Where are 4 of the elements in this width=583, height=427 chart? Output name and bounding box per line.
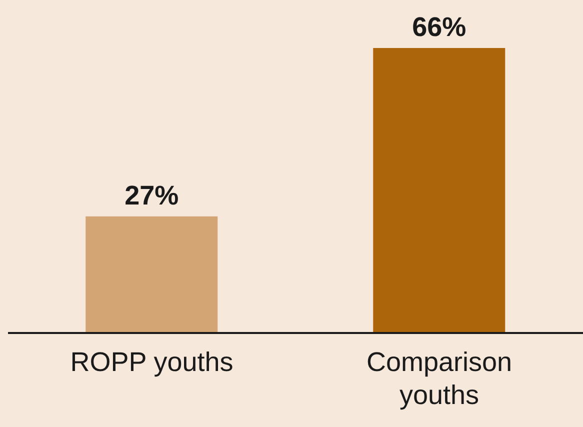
x-tick-label: Comparison youths (366, 347, 512, 410)
data-label: 27% (124, 180, 179, 210)
x-tick-label: ROPP youths (70, 347, 234, 377)
data-label: 66% (412, 12, 466, 42)
